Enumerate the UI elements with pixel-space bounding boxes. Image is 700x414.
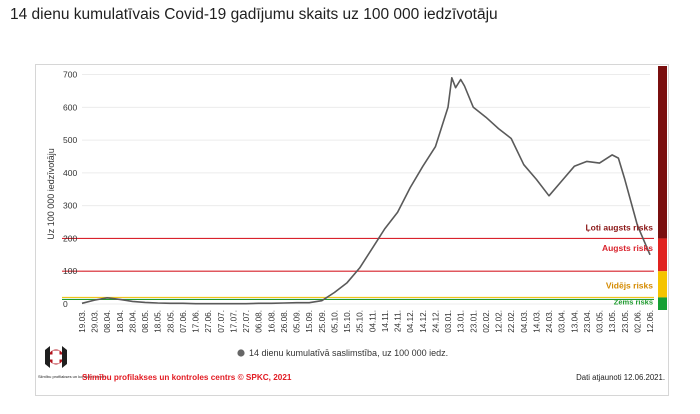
x-tick-label: 25.09. xyxy=(318,310,327,333)
risk-label: Ļoti augsts risks xyxy=(585,222,653,232)
x-tick-label: 12.02. xyxy=(495,310,504,333)
x-tick-label: 04.11. xyxy=(368,310,377,332)
y-tick-label: 400 xyxy=(63,168,77,178)
x-tick-label: 14.11. xyxy=(381,310,390,332)
y-tick-label: 300 xyxy=(63,201,77,211)
x-tick-label: 07.06. xyxy=(179,310,188,333)
x-tick-label: 26.08. xyxy=(280,310,289,333)
x-tick-label: 05.10. xyxy=(330,310,339,333)
y-tick-label: 600 xyxy=(63,102,77,112)
x-tick-label: 29.03. xyxy=(91,310,100,333)
chart-panel xyxy=(35,64,669,396)
x-tick-label: 23.04. xyxy=(583,310,592,333)
x-tick-label: 02.06. xyxy=(633,310,642,333)
page-title: 14 dienu kumulatīvais Covid-19 gadījumu … xyxy=(10,6,498,23)
x-tick-label: 03.01. xyxy=(444,310,453,333)
logo-text: Slimību profilakses un kontroles centrs xyxy=(38,374,106,379)
risk-labels: Ļoti augsts risks Augsts risks Vidējs risk… xyxy=(585,222,653,306)
x-tick-label: 14.03. xyxy=(532,310,541,333)
x-tick-label: 08.05. xyxy=(141,310,150,333)
x-tick-label: 24.12. xyxy=(431,310,440,333)
x-tick-label: 13.04. xyxy=(570,310,579,333)
grid-lines xyxy=(82,74,650,305)
x-tick-label: 13.01. xyxy=(457,310,466,333)
spkc-logo-icon xyxy=(45,346,67,368)
x-tick-label: 23.05. xyxy=(621,310,630,333)
y-tick-label: 700 xyxy=(63,70,77,80)
x-tick-label: 15.10. xyxy=(343,310,352,333)
x-tick-label: 06.08. xyxy=(255,310,264,333)
x-tick-label: 22.02. xyxy=(507,310,516,333)
x-tick-label: 03.04. xyxy=(558,310,567,333)
x-tick-label: 23.01. xyxy=(469,310,478,333)
y-axis-label: Uz 100 000 iedzīvotāju xyxy=(46,148,56,240)
x-tick-label: 24.11. xyxy=(394,310,403,332)
risk-bar-segment xyxy=(658,238,667,272)
y-tick-label: 0 xyxy=(63,299,68,309)
risk-label: Augsts risks xyxy=(602,243,653,253)
update-date: Dati atjaunoti 12.06.2021. xyxy=(576,373,665,382)
series-line-cumulative xyxy=(81,77,651,305)
x-tick-label: 17.07. xyxy=(229,310,238,333)
x-tick-label: 28.04. xyxy=(128,310,137,333)
x-tick-label: 12.06. xyxy=(646,310,655,333)
risk-bar-segment xyxy=(658,271,667,298)
x-tick-label: 14.12. xyxy=(419,310,428,333)
legend: 14 dienu kumulatīvā saslimstība, uz 100 … xyxy=(237,348,448,358)
risk-scale-bar xyxy=(658,66,667,310)
risk-bar-segment xyxy=(658,297,667,310)
x-tick-label: 17.06. xyxy=(192,310,201,333)
x-tick-label: 07.07. xyxy=(217,310,226,333)
y-axis-ticks: 0 100 200 300 400 500 600 700 xyxy=(63,70,77,309)
risk-label: Vidējs risks xyxy=(606,280,653,290)
x-tick-label: 24.03. xyxy=(545,310,554,333)
x-tick-label: 25.10. xyxy=(356,310,365,333)
y-tick-label: 200 xyxy=(63,233,77,243)
x-tick-label: 08.04. xyxy=(103,310,112,333)
x-axis-ticks: 19.03. 29.03. 08.04. 18.04. 28.04. 08.05. 18.0… xyxy=(78,310,655,333)
risk-bar-segment xyxy=(658,66,667,239)
y-tick-label: 100 xyxy=(63,266,77,276)
x-tick-label: 02.02. xyxy=(482,310,491,333)
threshold-lines xyxy=(62,237,654,300)
x-tick-label: 27.07. xyxy=(242,310,251,333)
x-tick-label: 03.05. xyxy=(596,310,605,333)
x-tick-label: 18.04. xyxy=(116,310,125,333)
x-tick-label: 16.08. xyxy=(267,310,276,333)
x-tick-label: 15.09. xyxy=(305,310,314,333)
y-tick-label: 500 xyxy=(63,135,77,145)
x-tick-label: 28.05. xyxy=(166,310,175,333)
x-tick-label: 05.09. xyxy=(293,310,302,333)
legend-marker-icon xyxy=(237,349,245,357)
x-tick-label: 13.05. xyxy=(608,310,617,333)
x-tick-label: 27.06. xyxy=(204,310,213,333)
legend-label: 14 dienu kumulatīvā saslimstība, uz 100 … xyxy=(249,348,448,358)
x-tick-label: 19.03. xyxy=(78,310,87,333)
x-tick-label: 04.03. xyxy=(520,310,529,333)
risk-label: Zems risks xyxy=(614,298,653,307)
x-tick-label: 04.12. xyxy=(406,310,415,333)
source-credit: Slimību profilakses un kontroles centrs … xyxy=(82,373,292,382)
x-tick-label: 18.05. xyxy=(154,310,163,333)
